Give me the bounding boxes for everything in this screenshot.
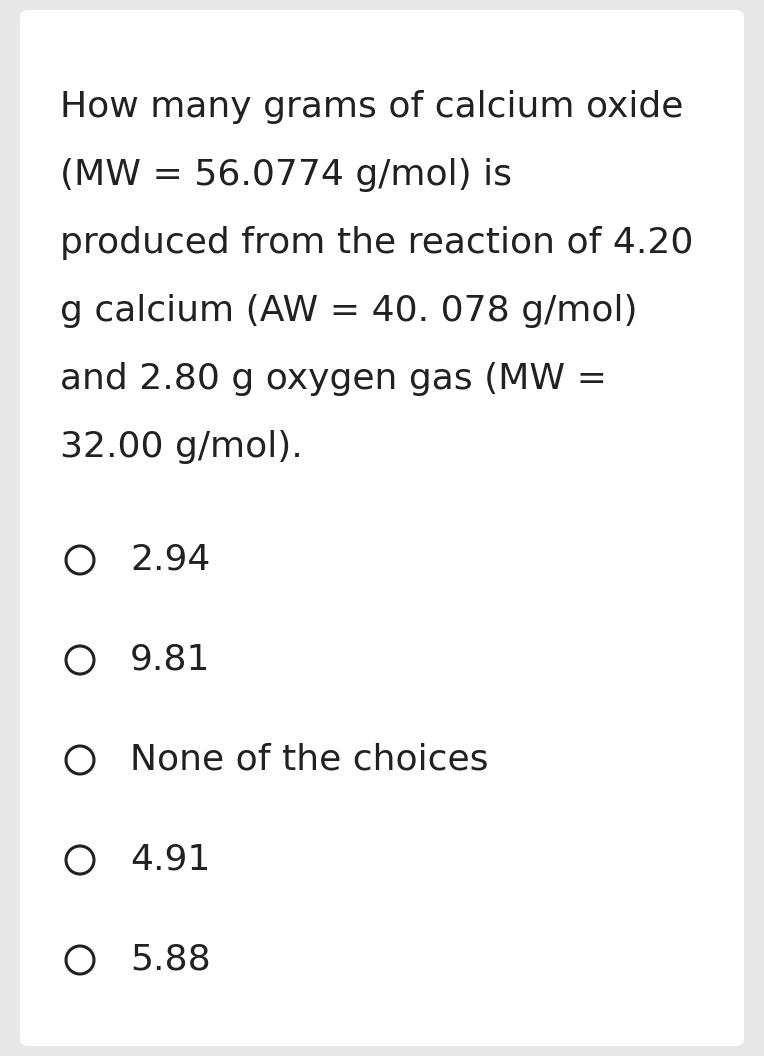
Text: How many grams of calcium oxide: How many grams of calcium oxide [60,90,683,124]
Text: 4.91: 4.91 [130,843,210,876]
Text: g calcium (AW = 40. 078 g/mol): g calcium (AW = 40. 078 g/mol) [60,294,637,328]
Text: None of the choices: None of the choices [130,743,488,777]
FancyBboxPatch shape [20,10,744,1046]
Text: 5.88: 5.88 [130,943,211,977]
Text: 9.81: 9.81 [130,643,211,677]
Text: and 2.80 g oxygen gas (MW =: and 2.80 g oxygen gas (MW = [60,362,607,396]
Text: 32.00 g/mol).: 32.00 g/mol). [60,430,303,464]
Text: produced from the reaction of 4.20: produced from the reaction of 4.20 [60,226,694,260]
Text: 2.94: 2.94 [130,543,210,577]
Text: (MW = 56.0774 g/mol) is: (MW = 56.0774 g/mol) is [60,158,512,192]
